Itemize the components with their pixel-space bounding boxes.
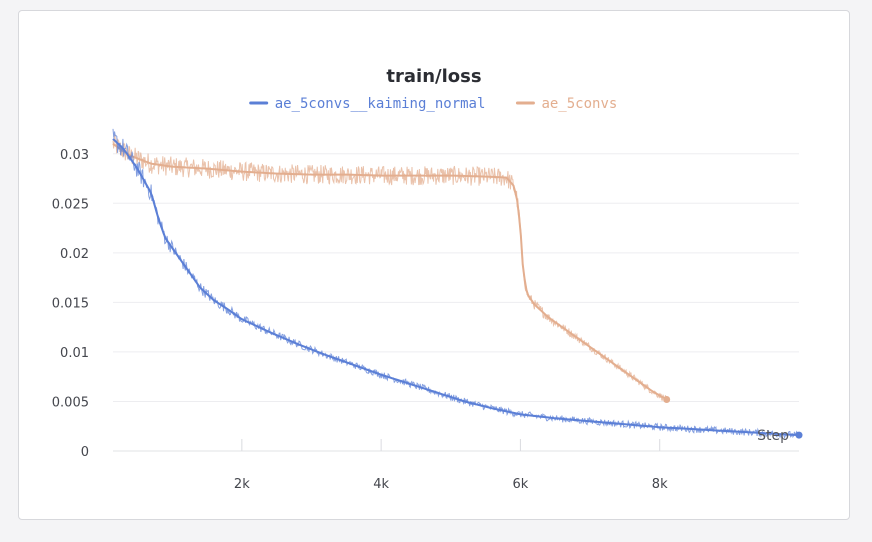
y-tick-label: 0.01 xyxy=(60,346,89,361)
legend[interactable]: ae_5convs__kaiming_normal ae_5convs xyxy=(249,96,618,112)
legend-item-1[interactable]: ae_5convs xyxy=(515,96,617,112)
y-tick-label: 0.03 xyxy=(60,148,89,163)
series-raw-line[interactable] xyxy=(112,134,668,403)
chart-panel: train/loss ae_5convs__kaiming_normal ae_5… xyxy=(18,10,850,520)
y-axis: 0 0.005 0.01 0.015 0.02 0.025 0.03 xyxy=(52,148,89,460)
x-axis: 2k 4k 6k 8k xyxy=(234,439,668,492)
chart-title: train/loss xyxy=(386,66,481,87)
x-tick-label: 6k xyxy=(513,477,529,492)
y-tick-label: 0 xyxy=(81,445,89,460)
loss-chart: train/loss ae_5convs__kaiming_normal ae_5… xyxy=(52,66,803,492)
y-tick-label: 0.025 xyxy=(52,197,89,212)
series-line[interactable] xyxy=(112,138,800,437)
series-end-point[interactable] xyxy=(795,431,803,439)
x-tick-label: 8k xyxy=(652,477,668,492)
x-axis-title: Step xyxy=(757,428,789,444)
x-tick-label: 4k xyxy=(373,477,389,492)
x-tick-label: 2k xyxy=(234,477,250,492)
y-tick-label: 0.015 xyxy=(52,296,89,311)
legend-item-0[interactable]: ae_5convs__kaiming_normal xyxy=(249,96,486,112)
series-end-point[interactable] xyxy=(663,395,671,403)
legend-label: ae_5convs__kaiming_normal xyxy=(275,96,486,112)
series-lines[interactable] xyxy=(112,128,803,440)
y-tick-label: 0.02 xyxy=(60,247,89,262)
grid-lines xyxy=(113,153,799,452)
legend-label: ae_5convs xyxy=(541,96,617,112)
y-tick-label: 0.005 xyxy=(52,395,89,410)
series-line[interactable] xyxy=(112,143,668,401)
